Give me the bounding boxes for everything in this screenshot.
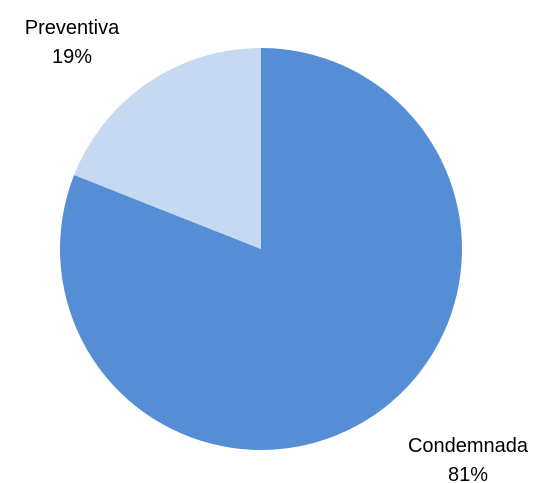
slice-label-condemnada: Condemnada <box>408 435 529 457</box>
slice-label-preventiva: Preventiva <box>25 17 120 39</box>
pie-slices <box>59 48 462 450</box>
slice-value-condemnada: 81% <box>448 464 488 483</box>
slice-value-preventiva: 19% <box>52 46 92 68</box>
pie-slice-preventiva <box>74 48 261 249</box>
pie-labels: Condemnada 81% Preventiva 19% <box>25 17 529 483</box>
